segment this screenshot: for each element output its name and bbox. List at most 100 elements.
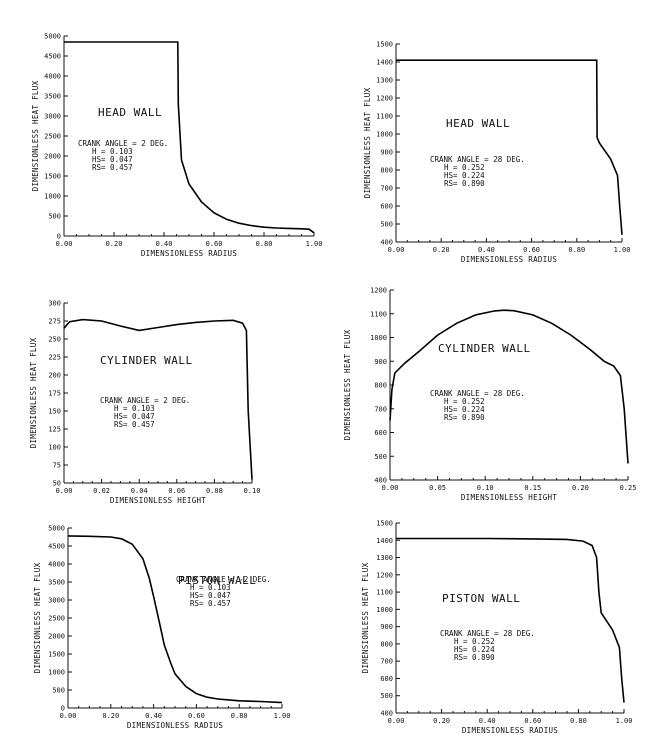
- chart-title: CYLINDER WALL: [438, 342, 531, 355]
- x-tick-label: 0.05: [429, 484, 446, 492]
- y-tick-label: 4500: [48, 543, 65, 551]
- y-tick-label: 1000: [376, 606, 393, 614]
- x-axis-label: DIMENSIONLESS HEIGHT: [110, 496, 206, 505]
- y-tick-label: 200: [48, 372, 61, 380]
- parameter-label: CRANK ANGLE = 28 DEG.: [440, 629, 535, 638]
- y-tick-label: 3000: [44, 113, 61, 121]
- y-tick-label: 1000: [48, 669, 65, 677]
- y-tick-label: 1500: [44, 173, 61, 181]
- y-tick-label: 1000: [44, 193, 61, 201]
- y-tick-label: 2000: [48, 633, 65, 641]
- chart-cylinder-wall-2deg: 0.00 0.02 0.04 0.06 0.08 0.10 50 75 100 125 150 175…: [29, 300, 260, 506]
- parameter-label: HS= 0.224: [444, 171, 485, 180]
- y-tick-label: 250: [48, 336, 61, 344]
- x-tick-label: 0.25: [620, 484, 637, 492]
- x-axis-label: DIMENSIONLESS RADIUS: [462, 726, 558, 735]
- y-tick-label: 300: [48, 300, 61, 308]
- parameter-label: HS= 0.047: [114, 412, 155, 421]
- chart-title: HEAD WALL: [98, 106, 162, 119]
- y-tick-label: 1400: [376, 537, 393, 545]
- y-tick-label: 2000: [44, 153, 61, 161]
- y-tick-label: 700: [380, 658, 393, 666]
- y-tick-label: 900: [374, 358, 387, 366]
- x-tick-label: 0.04: [131, 487, 148, 495]
- x-axis-label: DIMENSIONLESS RADIUS: [141, 249, 237, 258]
- x-tick-label: 0.60: [188, 712, 205, 720]
- y-tick-label: 0: [61, 705, 65, 713]
- x-tick-label: 0.80: [568, 246, 585, 254]
- x-tick-label: 0.20: [102, 712, 119, 720]
- y-tick-label: 800: [380, 640, 393, 648]
- y-tick-label: 1200: [370, 287, 387, 295]
- parameter-label: RS= 0.457: [190, 599, 231, 608]
- x-tick-label: 0.80: [570, 717, 587, 725]
- x-tick-label: 0.40: [145, 712, 162, 720]
- parameter-label: RS= 0.890: [444, 413, 485, 422]
- parameter-label: H = 0.252: [454, 637, 495, 646]
- series-line: [396, 537, 625, 703]
- x-tick-label: 0.00: [388, 717, 405, 725]
- x-tick-label: 1.00: [616, 717, 633, 725]
- y-tick-label: 500: [48, 213, 61, 221]
- y-tick-label: 0: [57, 233, 61, 241]
- x-axis-label: DIMENSIONLESS HEIGHT: [461, 493, 557, 502]
- y-tick-label: 1200: [376, 571, 393, 579]
- x-axis-label: DIMENSIONLESS RADIUS: [127, 721, 223, 730]
- chart-title: PISTON WALL: [178, 574, 256, 587]
- y-axis-label: DIMENSIONLESS HEAT FLUX: [31, 80, 40, 191]
- series-line: [64, 41, 315, 234]
- y-tick-label: 700: [380, 185, 393, 193]
- parameter-label: HS= 0.224: [454, 645, 495, 654]
- series-line: [396, 59, 623, 235]
- y-tick-label: 800: [380, 167, 393, 175]
- y-tick-label: 600: [374, 429, 387, 437]
- x-tick-label: 0.10: [244, 487, 261, 495]
- chart-title: CYLINDER WALL: [100, 354, 193, 367]
- y-tick-label: 1000: [376, 131, 393, 139]
- x-tick-label: 0.80: [256, 240, 273, 248]
- y-tick-label: 1400: [376, 59, 393, 67]
- x-tick-label: 0.40: [478, 246, 495, 254]
- y-tick-label: 50: [53, 480, 61, 488]
- y-tick-label: 1100: [376, 589, 393, 597]
- parameter-label: HS= 0.047: [92, 155, 133, 164]
- x-tick-label: 0.60: [524, 717, 541, 725]
- y-tick-label: 5000: [44, 33, 61, 41]
- y-tick-label: 1100: [376, 113, 393, 121]
- y-tick-label: 400: [380, 239, 393, 247]
- y-tick-label: 700: [374, 405, 387, 413]
- x-tick-label: 0.02: [93, 487, 110, 495]
- parameter-label: RS= 0.457: [92, 163, 133, 172]
- x-tick-label: 0.00: [56, 487, 73, 495]
- y-tick-label: 125: [48, 426, 61, 434]
- y-tick-label: 225: [48, 354, 61, 362]
- y-tick-label: 1500: [376, 41, 393, 49]
- x-tick-label: 0.20: [433, 717, 450, 725]
- y-tick-label: 400: [380, 710, 393, 718]
- x-tick-label: 1.00: [306, 240, 323, 248]
- y-tick-label: 900: [380, 149, 393, 157]
- series-line: [67, 535, 283, 704]
- y-tick-label: 500: [52, 687, 65, 695]
- x-tick-label: 0.40: [479, 717, 496, 725]
- y-axis-label: DIMENSIONLESS HEAT FLUX: [29, 337, 38, 448]
- y-tick-label: 175: [48, 390, 61, 398]
- x-tick-label: 0.60: [523, 246, 540, 254]
- y-tick-label: 2500: [48, 615, 65, 623]
- parameter-label: HS= 0.047: [190, 591, 231, 600]
- parameter-label: CRANK ANGLE = 28 DEG.: [430, 389, 525, 398]
- y-tick-label: 500: [380, 692, 393, 700]
- x-tick-label: 0.80: [231, 712, 248, 720]
- parameter-label: RS= 0.457: [114, 420, 155, 429]
- chart-cylinder-wall-28deg: 0.00 0.05 0.10 0.15 0.20 0.25 400 500 600 700 800 9…: [343, 287, 636, 503]
- x-tick-label: 0.08: [206, 487, 223, 495]
- y-tick-label: 1200: [376, 95, 393, 103]
- x-tick-label: 0.10: [477, 484, 494, 492]
- chart-head-wall-28deg: 0.00 0.20 0.40 0.60 0.80 1.00 400 500 600 700 800 9…: [363, 41, 630, 265]
- y-tick-label: 75: [53, 462, 61, 470]
- parameter-label: H = 0.103: [92, 147, 133, 156]
- x-tick-label: 0.00: [60, 712, 77, 720]
- y-axis-label: DIMENSIONLESS HEAT FLUX: [343, 329, 352, 440]
- y-tick-label: 900: [380, 623, 393, 631]
- y-tick-label: 1000: [370, 334, 387, 342]
